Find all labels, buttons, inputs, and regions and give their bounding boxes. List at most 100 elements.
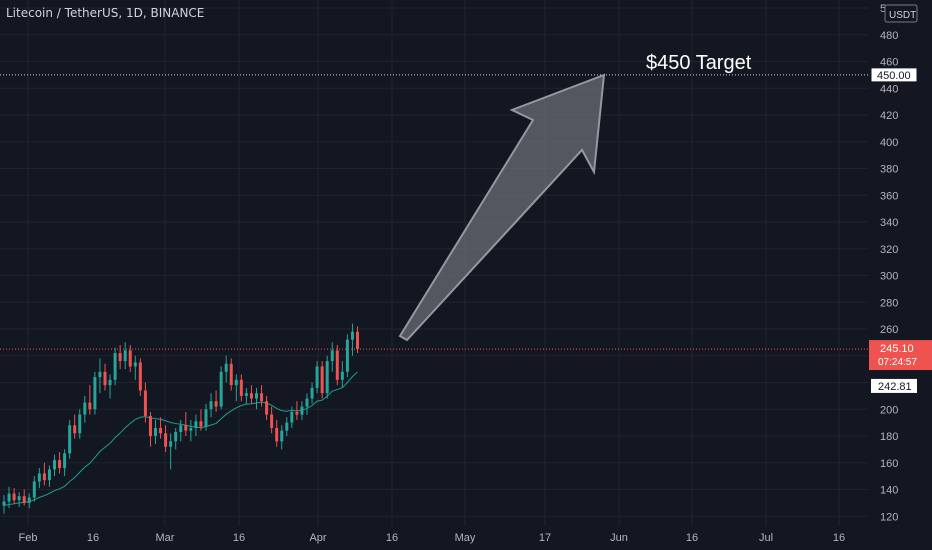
candle-body[interactable] xyxy=(345,339,349,372)
price-tick-label: 200 xyxy=(880,404,898,416)
time-tick-label: Feb xyxy=(19,532,38,544)
candle-body[interactable] xyxy=(138,362,142,391)
currency-badge[interactable] xyxy=(884,4,918,23)
time-tick-label: 16 xyxy=(833,532,845,544)
last-price-tag xyxy=(869,340,932,371)
candle-body[interactable] xyxy=(310,387,314,399)
candle-body[interactable] xyxy=(214,401,218,407)
candle-body[interactable] xyxy=(204,409,208,427)
candle-body[interactable] xyxy=(7,493,11,502)
candle-body[interactable] xyxy=(159,427,163,434)
candle-body[interactable] xyxy=(93,377,97,410)
candle-body[interactable] xyxy=(103,371,107,386)
candle-body[interactable] xyxy=(108,379,112,386)
time-tick-label: Jul xyxy=(759,532,773,544)
candle-body[interactable] xyxy=(63,453,67,469)
candle-body[interactable] xyxy=(260,393,264,402)
candle-body[interactable] xyxy=(249,393,253,399)
candle-body[interactable] xyxy=(265,401,269,415)
currency-label: USDT xyxy=(889,10,916,21)
candle-body[interactable] xyxy=(164,433,168,447)
time-tick-label: 16 xyxy=(87,532,99,544)
candle-body[interactable] xyxy=(194,421,198,428)
candle-body[interactable] xyxy=(128,350,132,367)
time-tick-label: Jun xyxy=(610,532,628,544)
price-tick-label: 380 xyxy=(880,164,898,176)
last-price-label: 245.10 xyxy=(880,343,914,355)
candle-body[interactable] xyxy=(219,371,223,407)
candle-body[interactable] xyxy=(335,350,339,380)
candle-body[interactable] xyxy=(83,402,87,415)
candle-body[interactable] xyxy=(300,406,304,415)
candle-body[interactable] xyxy=(73,425,77,434)
price-tick-label: 160 xyxy=(880,458,898,470)
symbol-title: Litecoin / TetherUS, 1D, BINANCE xyxy=(6,6,205,20)
candle-body[interactable] xyxy=(37,473,41,482)
candle-body[interactable] xyxy=(189,427,193,431)
time-tick-label: 16 xyxy=(233,532,245,544)
candle-body[interactable] xyxy=(32,481,36,498)
candle-body[interactable] xyxy=(123,350,127,362)
candle-body[interactable] xyxy=(229,363,233,386)
candle-body[interactable] xyxy=(290,411,294,423)
candle-body[interactable] xyxy=(143,390,147,416)
candle-body[interactable] xyxy=(53,460,56,470)
price-tick-label: 320 xyxy=(880,244,898,256)
target-label: $450 Target xyxy=(646,52,752,74)
candle-body[interactable] xyxy=(255,393,258,399)
candle-body[interactable] xyxy=(12,493,16,501)
candle-body[interactable] xyxy=(2,501,6,506)
time-tick-label: Mar xyxy=(156,532,175,544)
candle-body[interactable] xyxy=(27,497,31,503)
price-tick-label: 280 xyxy=(880,297,898,309)
candle-body[interactable] xyxy=(58,460,62,469)
candle-body[interactable] xyxy=(330,350,334,362)
candle-body[interactable] xyxy=(315,366,319,388)
candle-body[interactable] xyxy=(184,425,188,431)
price-tick-label: 360 xyxy=(880,190,898,202)
candle-body[interactable] xyxy=(47,469,51,481)
candle-body[interactable] xyxy=(169,441,173,447)
candle-body[interactable] xyxy=(17,496,21,501)
time-tick-label: May xyxy=(455,532,476,544)
candle-body[interactable] xyxy=(22,496,26,503)
candle-body[interactable] xyxy=(295,411,299,415)
candle-body[interactable] xyxy=(305,398,309,407)
candle-body[interactable] xyxy=(239,379,243,396)
candle-body[interactable] xyxy=(244,393,248,396)
candle-body[interactable] xyxy=(88,402,92,410)
candle-body[interactable] xyxy=(325,361,329,394)
price-tick-label: 140 xyxy=(880,485,898,497)
candle-body[interactable] xyxy=(350,331,354,340)
candle-body[interactable] xyxy=(78,414,82,434)
target-arrow[interactable] xyxy=(398,73,606,342)
candle-body[interactable] xyxy=(275,427,279,442)
candle-body[interactable] xyxy=(224,363,228,372)
candle-body[interactable] xyxy=(42,473,46,481)
candle-body[interactable] xyxy=(270,414,274,428)
candle-body[interactable] xyxy=(98,371,102,378)
candle-body[interactable] xyxy=(148,415,152,436)
candle-body[interactable] xyxy=(154,427,157,436)
candle-body[interactable] xyxy=(199,421,203,427)
candle-body[interactable] xyxy=(68,425,72,454)
candle-body[interactable] xyxy=(209,401,213,410)
candle-body[interactable] xyxy=(234,379,238,386)
candle-body[interactable] xyxy=(320,366,324,394)
candle-body[interactable] xyxy=(280,430,284,442)
candle-body[interactable] xyxy=(285,422,289,431)
target-price-label: 450.00 xyxy=(877,70,911,82)
candle-body[interactable] xyxy=(113,353,117,380)
candle-body[interactable] xyxy=(340,371,344,380)
price-tick-label: 300 xyxy=(880,271,898,283)
candle-body[interactable] xyxy=(179,425,183,432)
candle-body[interactable] xyxy=(133,362,137,367)
price-tick-label: 400 xyxy=(880,137,898,149)
price-axis[interactable] xyxy=(868,0,932,550)
candle-body[interactable] xyxy=(356,331,359,350)
candle-body[interactable] xyxy=(118,353,122,362)
price-tick-label: 440 xyxy=(880,83,898,95)
candle-body[interactable] xyxy=(174,431,178,442)
